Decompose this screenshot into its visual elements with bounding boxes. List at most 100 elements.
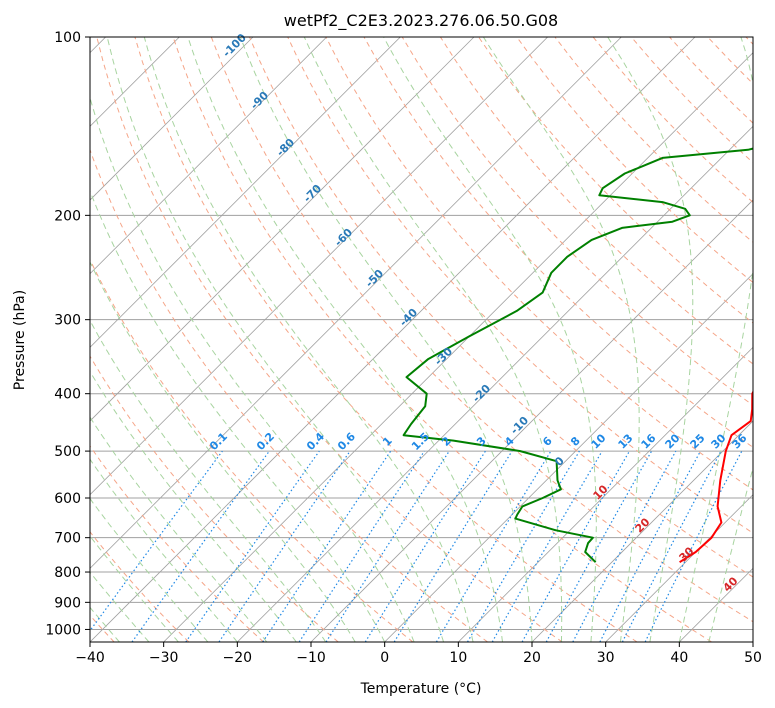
dry-adiabat (134, 37, 638, 642)
moist-adiabat (239, 37, 533, 642)
y-tick-label: 700 (54, 531, 81, 547)
dry-adiabat (478, 37, 753, 324)
dry-adiabat (325, 37, 753, 491)
dry-adiabat (745, 37, 753, 45)
dry-adiabat-label: -70 (301, 182, 324, 205)
dry-adiabat-label: -60 (332, 226, 355, 249)
dry-adiabat (401, 37, 753, 406)
x-tick-label: 50 (744, 650, 762, 666)
dry-adiabat (439, 37, 753, 365)
isotherm-line (458, 346, 753, 642)
dry-adiabat (90, 531, 190, 642)
isotherm-line (531, 420, 753, 642)
dry-adiabat (90, 445, 264, 642)
mixing-ratio-line (218, 450, 351, 642)
mixing-ratio-line (572, 450, 677, 642)
moist-adiabat (303, 37, 563, 642)
isotherm-line (384, 273, 753, 642)
mixing-ratio-label: 1 (380, 434, 395, 449)
y-tick-label: 800 (54, 565, 81, 581)
dry-adiabat-label: 10 (591, 482, 611, 502)
dry-adiabat-label: -40 (397, 306, 420, 329)
mixing-ratio-label: 16 (639, 431, 659, 451)
dry-adiabat (249, 37, 753, 578)
dry-adiabat (90, 148, 488, 642)
mixing-ratio-line (90, 450, 223, 632)
dry-adiabat (90, 355, 339, 642)
moist-adiabat (90, 370, 297, 642)
moist-adiabat (90, 319, 327, 642)
mixing-ratio-line (262, 450, 392, 642)
x-axis-ticks: −40 −30 −20 −10 0 10 20 30 40 50 (75, 642, 762, 666)
mixing-ratio-label: 10 (589, 431, 609, 451)
mixing-ratio-label: 6 (540, 434, 555, 449)
moist-adiabat (90, 535, 179, 642)
moist-adiabat (607, 37, 694, 642)
moist-adiabat (106, 37, 445, 642)
mixing-ratio-label: 1.5 (409, 430, 432, 453)
x-tick-label: −20 (223, 650, 253, 666)
dry-adiabat (516, 37, 753, 284)
dry-adiabat-label: -30 (432, 345, 455, 368)
x-tick-label: −30 (149, 650, 179, 666)
x-tick-label: 30 (597, 650, 615, 666)
isotherm-line (90, 37, 401, 348)
moist-adiabat (143, 37, 474, 642)
plot-area (90, 37, 753, 642)
mixing-ratio-line (466, 450, 580, 642)
dry-adiabat-label: 40 (721, 574, 741, 594)
isotherm-line (90, 37, 327, 275)
mixing-ratio-line (325, 450, 450, 642)
isotherm-line (90, 37, 696, 642)
mixing-ratio-label: 13 (616, 432, 636, 452)
moist-adiabat (90, 260, 356, 642)
dry-adiabat (96, 37, 563, 642)
moist-adiabat (90, 497, 209, 642)
isotherm-line (163, 52, 753, 642)
profiles (402, 147, 753, 564)
y-axis-label: Pressure (hPa) (12, 290, 28, 390)
y-tick-label: 400 (54, 387, 81, 403)
y-axis-ticks: 100 200 300 400 500 600 700 800 900 1000 (45, 30, 90, 638)
plot-frame (89, 36, 754, 643)
y-tick-label: 100 (54, 30, 81, 46)
y-tick-label: 300 (54, 313, 81, 329)
temperature-profile (679, 389, 753, 564)
mixing-ratio-line (521, 450, 631, 642)
y-tick-label: 1000 (45, 622, 81, 638)
moist-adiabat (90, 416, 268, 642)
dewpoint-profile (402, 147, 753, 563)
moist-adiabat (708, 466, 753, 642)
mixing-ratio-line (393, 450, 513, 642)
moist-adiabat (90, 96, 415, 642)
dry-adiabat-label: -50 (363, 267, 386, 290)
dry-adiabat (90, 258, 414, 642)
isotherm-line (90, 37, 475, 422)
dry-adiabat (172, 37, 712, 642)
mixing-ratio-line (185, 450, 320, 642)
isotherm-line (90, 37, 548, 496)
x-tick-label: −10 (296, 650, 326, 666)
moist-adiabat (482, 37, 640, 642)
mixing-ratio-line (545, 450, 653, 642)
moist-adiabat (383, 37, 597, 642)
x-tick-label: 0 (380, 650, 389, 666)
mixing-ratio-label: 8 (568, 434, 583, 449)
mixing-ratio-line (364, 450, 486, 642)
dry-adiabat-label: -10 (508, 414, 531, 437)
y-tick-label: 200 (54, 208, 81, 224)
mixing-ratio-label: 0.1 (207, 430, 230, 453)
isotherm-line (237, 125, 753, 642)
x-tick-label: 40 (670, 650, 688, 666)
x-tick-label: 20 (523, 650, 541, 666)
moist-adiabat (678, 37, 753, 642)
y-tick-label: 600 (54, 491, 81, 507)
moist-adiabat (90, 189, 386, 642)
dry-adiabat-label: -90 (248, 89, 271, 112)
mixing-ratio-line (298, 450, 425, 642)
x-axis-label: Temperature (°C) (360, 681, 482, 697)
mixing-ratio-label: 25 (688, 432, 708, 452)
grid-lines (90, 37, 753, 642)
dry-adiabat (554, 37, 753, 243)
